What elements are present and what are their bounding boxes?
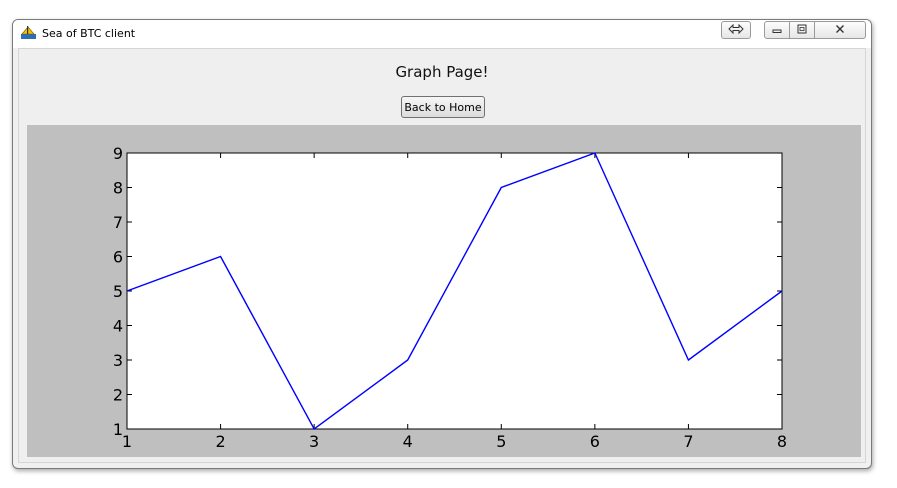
x-tick-label: 5 <box>496 432 506 451</box>
close-icon <box>815 22 865 36</box>
page-title: Graph Page! <box>395 63 489 81</box>
x-tick-label: 2 <box>215 432 225 451</box>
y-tick-label: 5 <box>113 282 123 301</box>
x-tick-label: 1 <box>122 432 132 451</box>
y-tick-label: 4 <box>113 317 123 336</box>
y-tick-label: 3 <box>113 351 123 370</box>
x-tick-label: 7 <box>683 432 693 451</box>
x-tick-label: 6 <box>590 432 600 451</box>
y-tick-label: 6 <box>113 248 123 267</box>
axes-frame <box>126 152 783 430</box>
plot-canvas: 1 2 3 4 5 6 7 8 1 2 3 4 5 6 7 8 9 <box>27 125 861 457</box>
app-window: Sea of BTC client <box>12 19 872 469</box>
app-icon <box>20 25 37 40</box>
line-chart: 1 2 3 4 5 6 7 8 1 2 3 4 5 6 7 8 9 <box>113 144 787 451</box>
maximize-icon <box>790 22 814 36</box>
y-tick-label: 9 <box>113 144 123 163</box>
x-tick-label: 4 <box>403 432 413 451</box>
series-line <box>126 152 783 431</box>
resize-icon <box>722 22 750 36</box>
title-bar[interactable]: Sea of BTC client <box>13 20 871 48</box>
x-tick-label: 8 <box>777 432 787 451</box>
back-to-home-button[interactable]: Back to Home <box>401 96 485 118</box>
x-tick-label: 3 <box>309 432 319 451</box>
minimize-button[interactable] <box>764 21 790 39</box>
close-button[interactable] <box>814 21 866 39</box>
resize-button[interactable] <box>721 21 751 39</box>
client-area: Graph Page! Back to Home 1 2 3 4 5 6 7 8 1 2 3 4 5 6… <box>18 48 866 463</box>
y-tick-label: 1 <box>113 420 123 439</box>
maximize-button[interactable] <box>789 21 815 39</box>
y-tick-label: 2 <box>113 386 123 405</box>
minimize-icon <box>765 22 789 36</box>
y-tick-label: 7 <box>113 213 123 232</box>
window-title: Sea of BTC client <box>42 27 136 40</box>
y-tick-label: 8 <box>113 179 123 198</box>
